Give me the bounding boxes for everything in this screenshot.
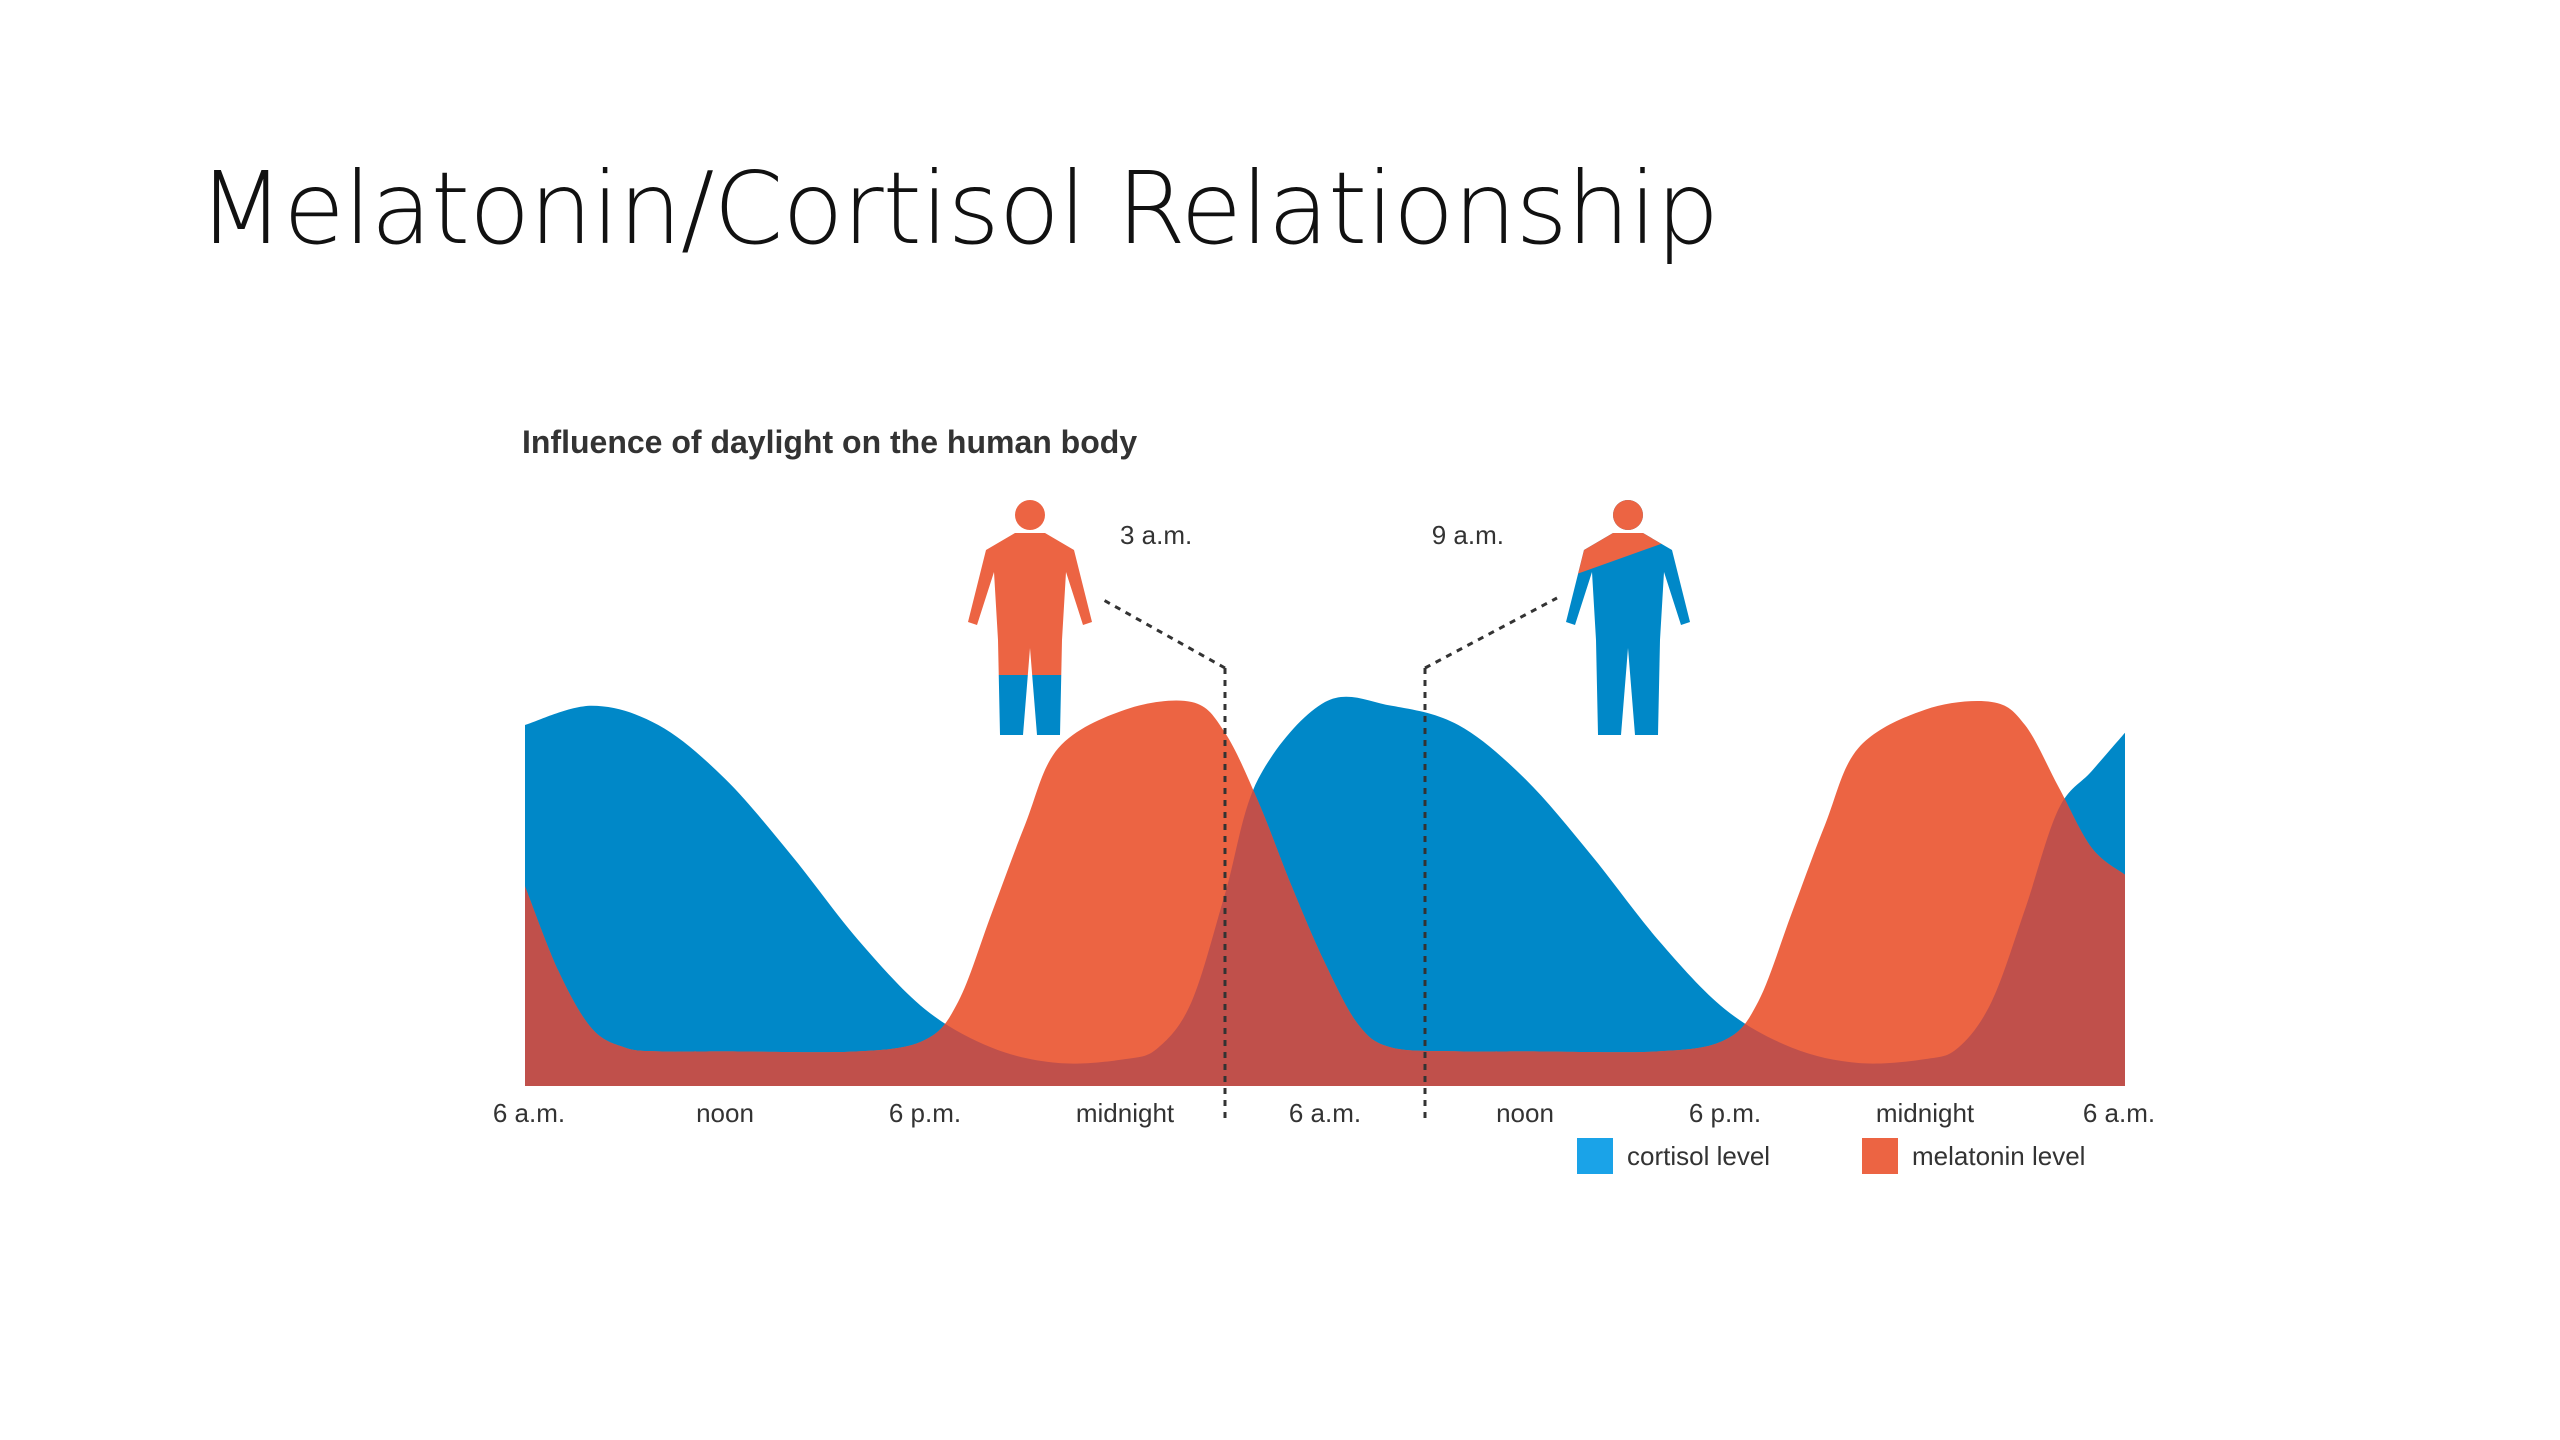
x-axis: 6 a.m. noon 6 p.m. midnight 6 a.m. noon 6 p.m.… — [493, 1098, 2155, 1128]
person-figure-morning-icon — [1566, 500, 1690, 735]
legend-item-cortisol: cortisol level — [1577, 1138, 1770, 1174]
x-tick-label: 6 p.m. — [889, 1098, 961, 1128]
legend-swatch-melatonin — [1862, 1138, 1898, 1174]
x-tick-label: 6 a.m. — [493, 1098, 565, 1128]
x-tick-label: noon — [1496, 1098, 1554, 1128]
marker-label: 9 a.m. — [1432, 520, 1504, 550]
x-tick-label: 6 p.m. — [1689, 1098, 1761, 1128]
legend-item-melatonin: melatonin level — [1862, 1138, 2085, 1174]
x-tick-label: 6 a.m. — [2083, 1098, 2155, 1128]
marker-label: 3 a.m. — [1120, 520, 1192, 550]
time-markers: 3 a.m. 9 a.m. — [1099, 520, 1558, 1124]
legend-label-cortisol: cortisol level — [1627, 1140, 1771, 1171]
legend-label-melatonin: melatonin level — [1912, 1140, 2086, 1171]
marker-leader-line — [1099, 596, 1226, 670]
slide-title: Melatonin/Cortisol Relationship — [198, 150, 1719, 267]
person-figure-night-icon — [968, 500, 1092, 735]
series-area-cortisol — [525, 696, 2125, 1086]
x-tick-label: midnight — [1076, 1098, 1175, 1128]
x-tick-label: noon — [696, 1098, 754, 1128]
chart-areas — [525, 696, 2125, 1086]
x-tick-label: 6 a.m. — [1289, 1098, 1361, 1128]
marker-leader-line — [1424, 596, 1558, 670]
chart-title: Influence of daylight on the human body — [522, 424, 1138, 460]
x-tick-label: midnight — [1876, 1098, 1975, 1128]
legend-swatch-cortisol — [1577, 1138, 1613, 1174]
